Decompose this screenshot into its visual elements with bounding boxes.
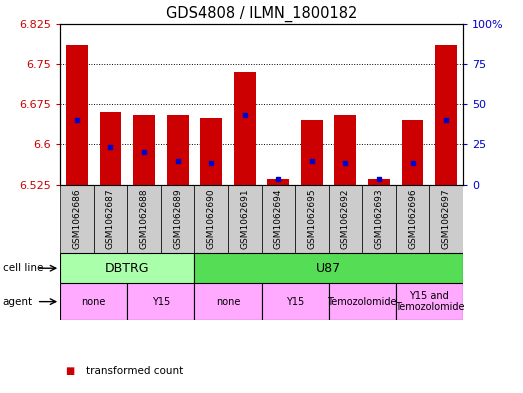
Text: GSM1062692: GSM1062692: [341, 188, 350, 249]
Bar: [161, 185, 195, 253]
Bar: [66, 45, 88, 185]
Bar: [362, 185, 396, 253]
Bar: [228, 185, 262, 253]
Bar: [335, 115, 356, 185]
Bar: [328, 283, 396, 320]
Text: cell line: cell line: [3, 263, 43, 273]
Text: GSM1062693: GSM1062693: [374, 188, 383, 249]
Bar: [133, 115, 155, 185]
Bar: [368, 179, 390, 185]
Bar: [328, 185, 362, 253]
Text: agent: agent: [3, 297, 33, 307]
Text: GSM1062689: GSM1062689: [173, 188, 182, 249]
Text: DBTRG: DBTRG: [105, 262, 150, 275]
Bar: [127, 283, 195, 320]
Text: GSM1062686: GSM1062686: [72, 188, 82, 249]
Bar: [301, 120, 323, 185]
Bar: [60, 283, 127, 320]
Bar: [396, 283, 463, 320]
Text: GSM1062691: GSM1062691: [240, 188, 249, 249]
Bar: [60, 185, 94, 253]
Bar: [435, 45, 457, 185]
Text: GSM1062694: GSM1062694: [274, 188, 283, 249]
Text: Y15: Y15: [152, 297, 170, 307]
Text: GSM1062696: GSM1062696: [408, 188, 417, 249]
Text: GSM1062695: GSM1062695: [308, 188, 316, 249]
Bar: [60, 253, 195, 283]
Text: transformed count: transformed count: [86, 366, 184, 376]
Bar: [234, 72, 256, 185]
Text: GSM1062697: GSM1062697: [441, 188, 451, 249]
Bar: [195, 283, 262, 320]
Bar: [429, 185, 463, 253]
Text: Y15 and
Temozolomide: Y15 and Temozolomide: [394, 291, 464, 312]
Bar: [99, 112, 121, 185]
Bar: [94, 185, 127, 253]
Text: none: none: [216, 297, 240, 307]
Text: ■: ■: [65, 366, 75, 376]
Text: GSM1062690: GSM1062690: [207, 188, 215, 249]
Bar: [295, 185, 328, 253]
Text: GSM1062688: GSM1062688: [140, 188, 149, 249]
Bar: [262, 283, 328, 320]
Bar: [195, 253, 463, 283]
Bar: [167, 115, 188, 185]
Bar: [127, 185, 161, 253]
Bar: [402, 120, 424, 185]
Title: GDS4808 / ILMN_1800182: GDS4808 / ILMN_1800182: [166, 6, 357, 22]
Bar: [267, 179, 289, 185]
Bar: [195, 185, 228, 253]
Text: none: none: [82, 297, 106, 307]
Text: U87: U87: [316, 262, 341, 275]
Bar: [396, 185, 429, 253]
Text: Temozolomide: Temozolomide: [327, 297, 397, 307]
Bar: [200, 118, 222, 185]
Bar: [262, 185, 295, 253]
Text: GSM1062687: GSM1062687: [106, 188, 115, 249]
Text: Y15: Y15: [286, 297, 304, 307]
